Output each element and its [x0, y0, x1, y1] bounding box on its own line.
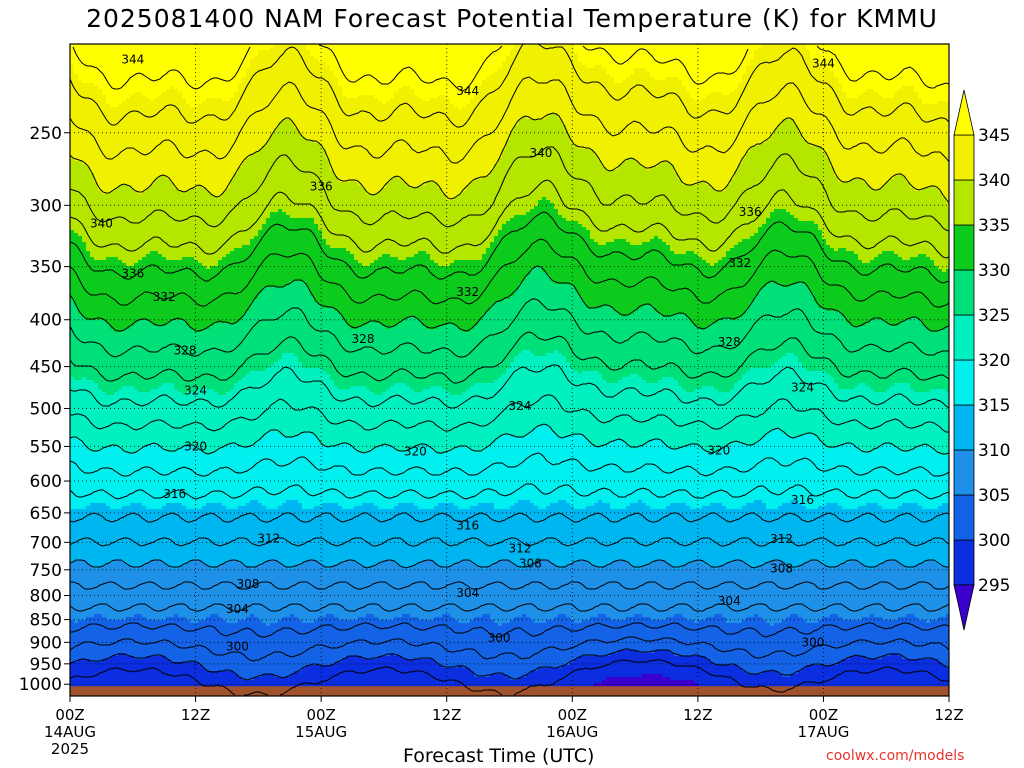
cross-section-chart: 344344344340340336336336332 332332328328 3… — [0, 0, 1024, 768]
potential-temperature-fill — [70, 44, 951, 699]
